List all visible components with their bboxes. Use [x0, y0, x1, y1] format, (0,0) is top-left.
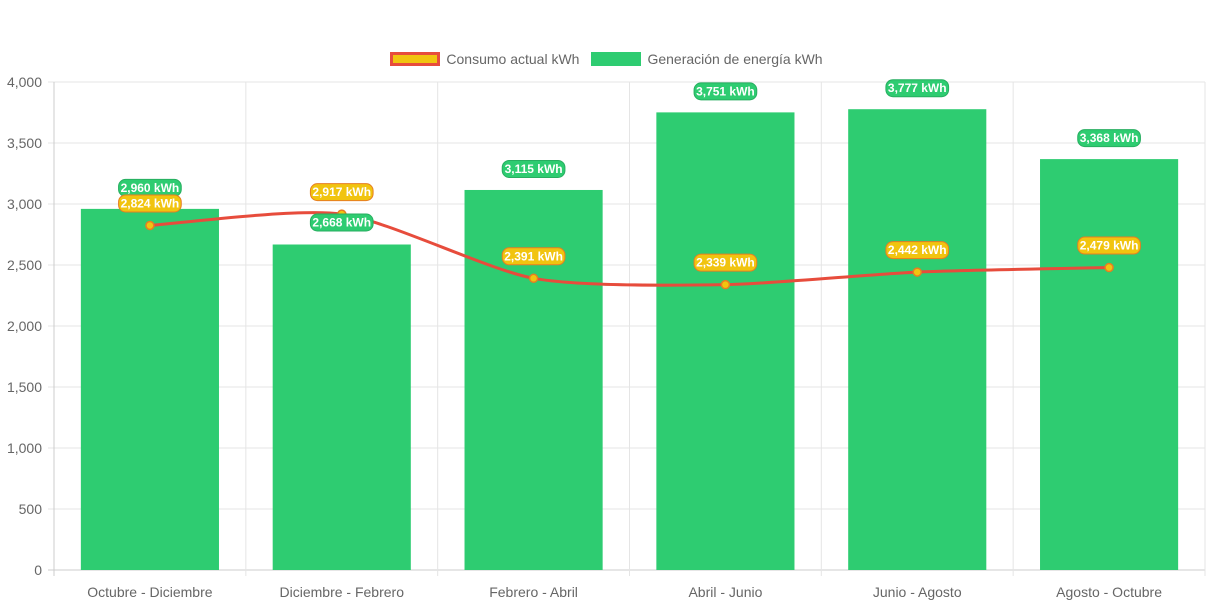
y-tick-label: 2,000: [7, 318, 42, 334]
y-tick-label: 3,500: [7, 135, 42, 151]
point-consumo: [720, 279, 731, 290]
bar-generacion: [80, 208, 219, 570]
data-label-generacion: 3,368 kWh: [1080, 131, 1139, 145]
data-label-consumo-bg: [501, 247, 566, 266]
data-label-consumo: 2,339 kWh: [696, 256, 755, 270]
data-label-generacion: 3,115 kWh: [505, 162, 563, 176]
bar-generacion: [272, 244, 411, 570]
data-label-consumo: 2,442 kWh: [888, 243, 947, 257]
legend-label-generacion: Generación de energía kWh: [647, 51, 823, 67]
y-tick-label: 500: [19, 501, 43, 517]
data-label-generacion: 3,751 kWh: [696, 84, 755, 98]
data-label-consumo: 2,391 kWh: [504, 249, 563, 263]
data-label-consumo-bg: [309, 183, 374, 202]
data-label-consumo: 2,824 kWh: [121, 196, 180, 210]
data-label-consumo-bg: [118, 194, 182, 213]
y-tick-label: 4,000: [7, 74, 42, 90]
y-tick-label: 2,500: [7, 257, 42, 273]
line-consumo: [149, 211, 1110, 287]
x-tick-label: Octubre - Diciembre: [87, 584, 212, 600]
legend-item-consumo[interactable]: Consumo actual kWh: [390, 51, 579, 67]
x-tick-label: Febrero - Abril: [489, 584, 578, 600]
data-label-generacion: 2,668 kWh: [312, 216, 371, 230]
data-label-consumo-bg: [693, 253, 758, 272]
legend-swatch-generacion: [591, 52, 642, 66]
data-label-consumo-bg: [1077, 236, 1141, 255]
data-label-generacion-bg: [309, 213, 374, 232]
data-label-consumo-bg: [885, 241, 950, 260]
legend-item-generacion[interactable]: Generación de energía kWh: [591, 51, 823, 67]
y-tick-label: 1,000: [7, 440, 42, 456]
data-label-generacion: 3,777 kWh: [888, 81, 947, 95]
legend-label-consumo: Consumo actual kWh: [446, 51, 580, 67]
bar-generacion: [1040, 159, 1179, 570]
data-label-generacion-bg: [501, 159, 566, 178]
bar-generacion: [656, 112, 795, 571]
chart-legend: Consumo actual kWh Generación de energía…: [0, 51, 1213, 67]
y-tick-label: 0: [34, 562, 42, 578]
x-tick-label: Junio - Agosto: [873, 584, 962, 600]
point-consumo: [1104, 262, 1114, 273]
data-label-generacion-bg: [885, 79, 950, 98]
data-label-generacion: 2,960 kWh: [121, 181, 180, 195]
data-label-generacion-bg: [693, 82, 758, 101]
point-consumo: [528, 273, 539, 284]
bar-generacion: [848, 109, 987, 571]
data-label-consumo: 2,479 kWh: [1080, 239, 1139, 253]
point-consumo: [145, 220, 155, 231]
x-tick-label: Diciembre - Febrero: [280, 584, 405, 600]
x-tick-label: Agosto - Octubre: [1056, 584, 1162, 600]
bar-generacion: [464, 189, 603, 570]
y-tick-label: 1,500: [7, 379, 42, 395]
x-tick-label: Abril - Junio: [688, 584, 762, 600]
legend-swatch-consumo: [390, 52, 441, 66]
y-tick-label: 3,000: [7, 196, 42, 212]
data-label-consumo: 2,917 kWh: [312, 185, 371, 199]
point-consumo: [912, 267, 922, 277]
data-label-generacion-bg: [1077, 129, 1141, 148]
